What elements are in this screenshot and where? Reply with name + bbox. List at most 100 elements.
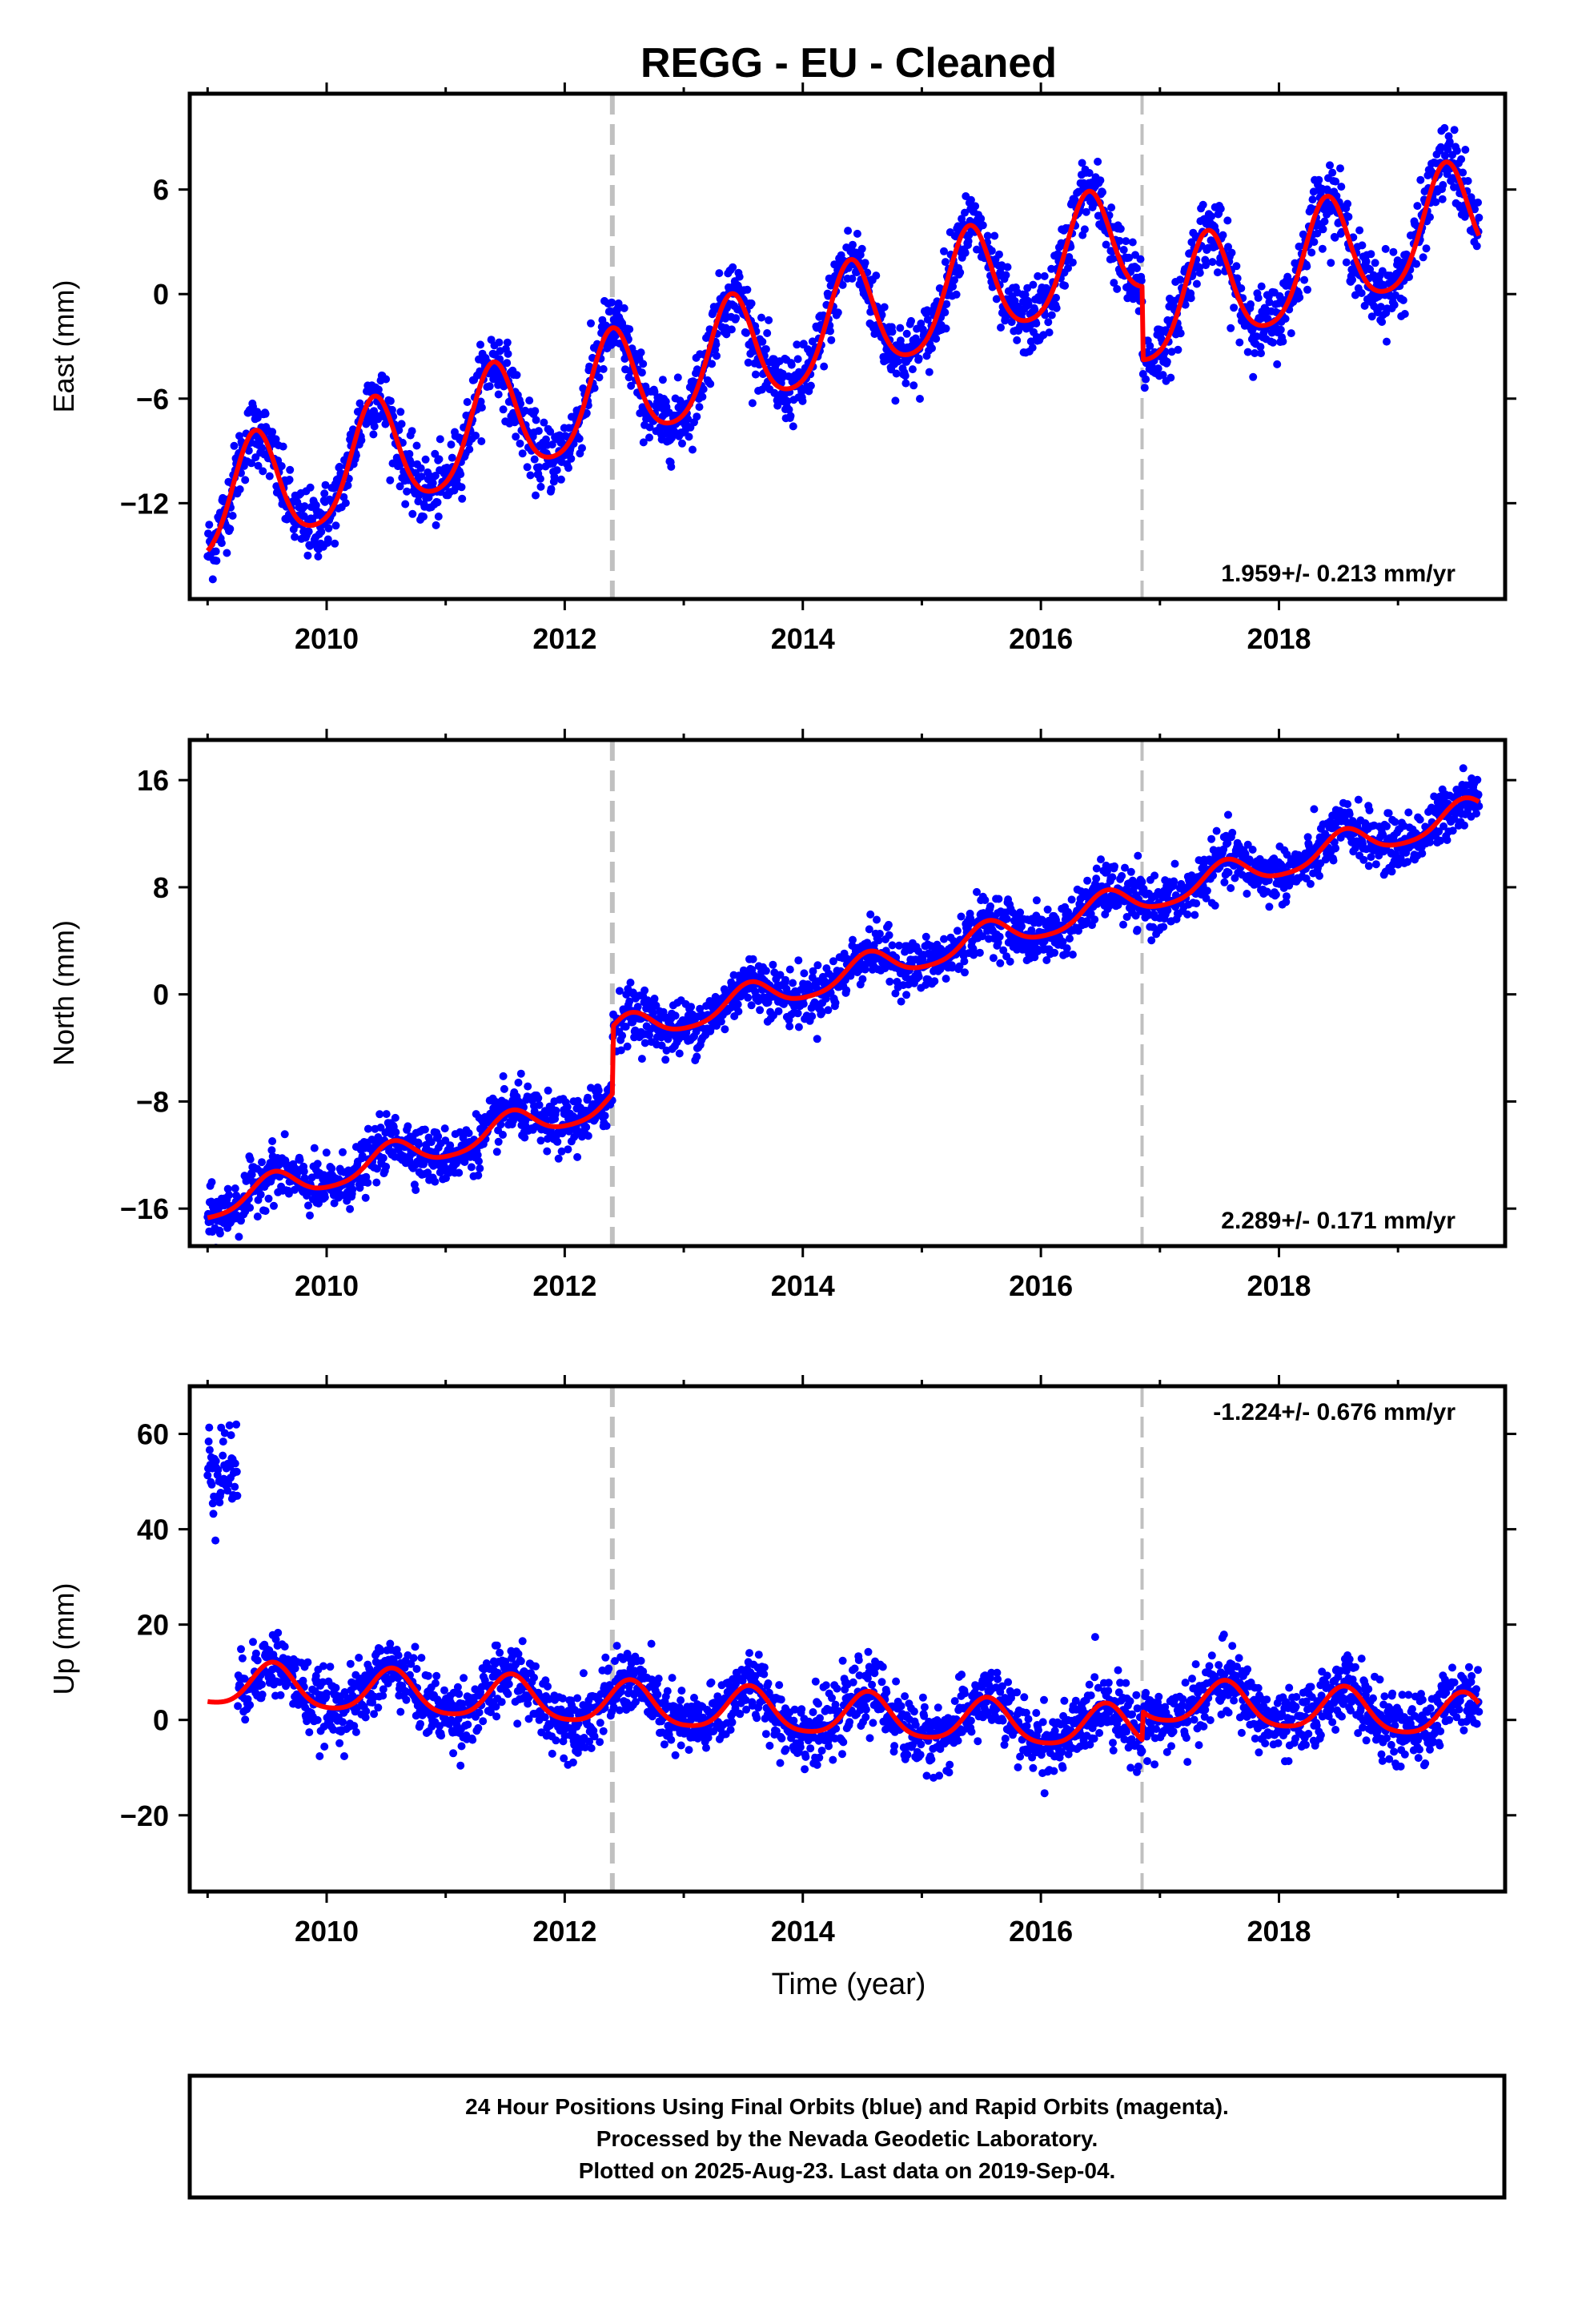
data-point	[640, 986, 649, 995]
data-point	[321, 480, 330, 489]
data-point	[1364, 862, 1373, 870]
data-point	[1064, 263, 1072, 272]
data-point	[785, 965, 794, 974]
data-point	[989, 954, 998, 963]
data-point	[1078, 159, 1086, 167]
data-point	[258, 1158, 266, 1167]
data-point	[412, 441, 421, 450]
data-point	[403, 487, 412, 496]
data-point	[207, 1480, 216, 1489]
data-point	[1216, 204, 1225, 213]
data-point	[253, 413, 262, 422]
data-point	[1360, 301, 1369, 310]
data-point	[685, 432, 693, 441]
data-point	[1133, 264, 1141, 272]
data-point	[341, 499, 350, 508]
data-point	[395, 426, 404, 435]
data-point	[1233, 274, 1242, 283]
data-point	[1310, 805, 1319, 814]
data-point	[909, 381, 918, 390]
x-tick-label: 2018	[1247, 622, 1311, 655]
data-point	[689, 445, 697, 454]
data-point	[286, 465, 295, 474]
data-point	[1232, 262, 1241, 271]
data-point	[1416, 175, 1425, 184]
data-point	[291, 533, 299, 541]
data-point	[964, 237, 973, 246]
data-point	[1199, 200, 1207, 209]
data-point	[374, 385, 383, 394]
data-point	[721, 1025, 729, 1034]
data-point	[608, 298, 616, 307]
data-point	[849, 935, 857, 944]
data-point	[891, 989, 900, 998]
data-point	[1110, 279, 1118, 287]
data-point	[351, 451, 360, 460]
y-tick-label: 8	[153, 871, 169, 904]
data-point	[421, 455, 430, 464]
data-point	[820, 362, 829, 371]
data-point	[1154, 364, 1162, 373]
data-point	[1439, 181, 1447, 189]
data-point	[794, 956, 803, 965]
data-point	[1391, 818, 1399, 826]
data-point	[1310, 238, 1319, 247]
data-point	[1158, 371, 1167, 380]
data-point	[525, 396, 534, 405]
data-point	[1224, 868, 1233, 877]
data-point	[1300, 275, 1309, 284]
data-point	[1435, 827, 1443, 836]
data-point	[1359, 855, 1368, 864]
data-point	[1457, 155, 1466, 163]
data-point	[611, 332, 620, 340]
data-point	[693, 365, 701, 374]
data-point	[374, 415, 383, 424]
data-point	[1223, 838, 1232, 847]
data-point	[1002, 271, 1010, 279]
data-point	[1327, 259, 1335, 267]
data-point	[996, 959, 1005, 967]
data-point	[230, 441, 239, 450]
data-point	[1399, 296, 1407, 304]
data-point	[1126, 867, 1135, 876]
data-point	[212, 557, 221, 565]
data-point	[339, 1148, 347, 1156]
data-point	[457, 483, 466, 492]
data-point	[1136, 255, 1145, 263]
data-point	[743, 285, 752, 294]
data-point	[813, 1035, 821, 1043]
data-point	[1207, 834, 1216, 843]
data-point	[652, 1001, 661, 1010]
data-point	[733, 1000, 742, 1009]
data-point	[1061, 281, 1070, 290]
data-point	[320, 1193, 329, 1202]
data-point	[1068, 951, 1077, 959]
data-point	[1376, 303, 1385, 312]
data-point	[582, 408, 591, 417]
data-point	[758, 337, 767, 346]
data-point	[793, 1009, 802, 1018]
data-point	[268, 1137, 277, 1145]
data-point	[323, 535, 332, 544]
data-point	[971, 202, 980, 211]
data-point	[987, 247, 996, 255]
data-point	[532, 491, 540, 500]
data-point	[431, 472, 440, 480]
data-point	[891, 396, 900, 405]
data-point	[708, 360, 717, 368]
data-point	[1383, 337, 1391, 346]
data-point	[564, 464, 572, 472]
data-point	[769, 960, 777, 969]
data-point	[563, 1103, 572, 1112]
data-point	[824, 1006, 833, 1015]
data-point	[1227, 324, 1235, 332]
data-point	[614, 299, 623, 308]
data-point	[526, 471, 535, 480]
data-point	[781, 975, 789, 984]
data-point	[706, 380, 715, 388]
data-point	[1176, 329, 1185, 338]
data-point	[872, 271, 881, 280]
data-point	[744, 993, 753, 1002]
data-point	[1315, 175, 1323, 184]
